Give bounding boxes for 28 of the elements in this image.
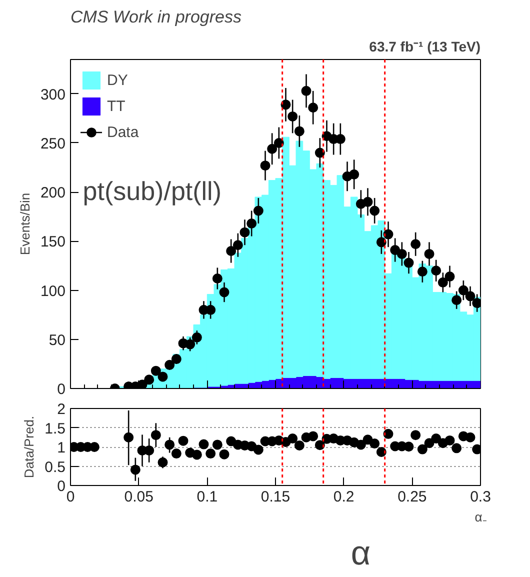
x-tick-label: 0.1 xyxy=(196,488,218,506)
y-tick-label: 300 xyxy=(40,86,66,104)
x-tick-label: 0.2 xyxy=(333,488,354,506)
y-tick-label: 1 xyxy=(57,440,66,456)
x-tick-label: 0.15 xyxy=(260,488,290,506)
y-tick-label: 200 xyxy=(40,184,66,202)
y-tick-label: 2 xyxy=(57,401,66,418)
legend-label: DY xyxy=(107,72,128,88)
y-tick-label: 0.5 xyxy=(44,458,66,476)
chart-subtitle: 63.7 fb⁻¹ (13 TeV) xyxy=(369,38,480,54)
y-tick-label: 250 xyxy=(40,135,66,152)
x-axis-title: α₋ xyxy=(474,510,486,524)
chart-title: CMS Work in progress xyxy=(70,8,242,26)
y-tick-label: 1.5 xyxy=(44,420,66,438)
y-axis-title: Events/Bin xyxy=(17,192,32,256)
y-tick-label: 150 xyxy=(40,234,66,251)
x-tick-label: 0.3 xyxy=(470,488,491,506)
legend-label: TT xyxy=(107,98,126,114)
annotation: pt(sub)/pt(ll) xyxy=(82,176,222,206)
y-tick-label: 100 xyxy=(40,282,66,300)
y-tick-label: 0 xyxy=(57,478,66,495)
x-tick-label: 0.25 xyxy=(398,488,427,506)
y-axis-title: Data/Pred. xyxy=(22,416,37,478)
y-tick-label: 50 xyxy=(48,332,66,349)
legend-label: Data xyxy=(107,124,139,140)
y-tick-label: 0 xyxy=(57,381,66,398)
text: α xyxy=(350,534,370,572)
x-tick-label: 0.05 xyxy=(124,488,154,506)
